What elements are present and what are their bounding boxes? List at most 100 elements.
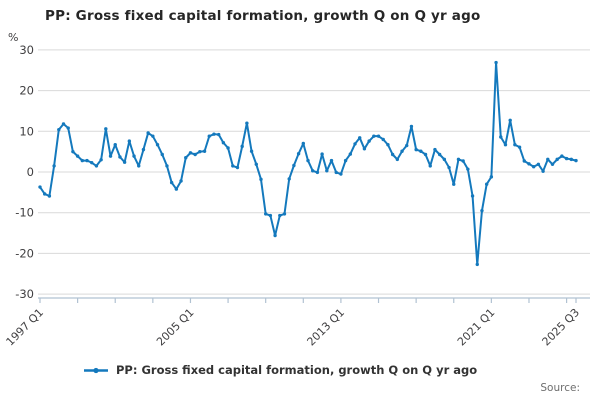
data-point-marker [405, 143, 409, 148]
data-point-marker [409, 124, 414, 129]
data-point-marker [198, 149, 202, 154]
data-point-marker [494, 60, 498, 65]
data-point-marker [43, 192, 47, 196]
data-point-marker [372, 134, 376, 138]
data-point-marker [259, 177, 263, 182]
x-tick-label: 2005 Q1 [154, 306, 197, 349]
data-point-marker [254, 162, 258, 166]
data-point-marker [339, 172, 343, 176]
data-point-marker [442, 157, 447, 162]
data-point-marker [395, 157, 400, 162]
data-point-marker [113, 143, 117, 147]
data-point-marker [221, 141, 226, 145]
data-point-marker [466, 167, 470, 171]
data-point-marker [358, 136, 362, 140]
data-point-marker [452, 182, 456, 186]
data-point-marker [362, 147, 367, 151]
data-point-marker [179, 179, 183, 183]
data-point-marker [212, 132, 216, 136]
legend: PP: Gross fixed capital formation, growt… [83, 363, 477, 377]
data-point-marker [174, 187, 179, 191]
data-point-marker [367, 139, 371, 143]
data-point-marker [555, 157, 559, 162]
data-point-marker [141, 147, 146, 152]
data-point-marker [522, 159, 526, 163]
data-point-marker [484, 182, 489, 186]
data-point-marker [546, 157, 550, 162]
data-point-marker [499, 135, 503, 139]
data-point-marker [296, 151, 301, 156]
y-tick-label: -10 [15, 206, 34, 220]
data-point-marker [263, 212, 268, 216]
data-point-marker [75, 154, 80, 158]
data-point-marker [169, 180, 174, 185]
data-point-marker [80, 158, 85, 163]
data-point-marker [541, 169, 545, 173]
data-point-marker [38, 185, 42, 189]
data-point-marker [470, 194, 475, 198]
data-point-marker [400, 149, 404, 153]
data-point-marker [419, 149, 423, 153]
data-point-marker [320, 152, 324, 156]
data-point-marker [564, 156, 569, 161]
data-point-marker [216, 132, 221, 137]
data-point-marker [531, 165, 536, 169]
data-point-marker [245, 121, 249, 125]
data-point-marker [325, 169, 329, 173]
data-point-marker [569, 157, 573, 162]
data-point-marker [560, 154, 564, 158]
y-tick-label: 30 [19, 43, 34, 57]
data-point-marker [311, 169, 315, 173]
data-point-marker [155, 143, 160, 147]
data-point-marker [489, 175, 494, 179]
data-point-marker [381, 137, 385, 142]
data-point-marker [47, 194, 52, 198]
data-point-marker [437, 152, 442, 157]
data-point-marker [292, 163, 296, 168]
data-point-marker [165, 164, 169, 168]
data-line [39, 61, 577, 266]
data-point-marker [433, 147, 437, 152]
data-point-marker [268, 213, 273, 218]
data-point-marker [160, 152, 164, 157]
data-point-marker [550, 162, 555, 166]
data-point-marker [574, 158, 578, 163]
data-point-marker [188, 151, 193, 155]
data-point-marker [315, 170, 320, 175]
data-point-marker [151, 134, 155, 138]
x-tick-label: 2025 Q3 [540, 306, 583, 349]
y-tick-label: -20 [15, 246, 34, 260]
data-point-marker [118, 155, 122, 159]
y-tick-label: 10 [19, 124, 34, 138]
data-point-marker [287, 177, 291, 181]
legend-line-marker [84, 367, 108, 373]
data-point-marker [249, 149, 254, 153]
data-point-marker [447, 165, 451, 170]
data-point-marker [85, 158, 89, 163]
data-point-marker [527, 162, 531, 166]
data-point-marker [456, 157, 461, 162]
data-point-marker [423, 152, 428, 157]
data-point-marker [108, 154, 113, 158]
data-point-marker [536, 162, 541, 166]
x-tick-label: 2013 Q1 [304, 306, 347, 349]
data-point-marker [273, 233, 277, 238]
data-point-marker [184, 156, 188, 160]
data-point-marker [207, 134, 211, 138]
data-point-marker [127, 139, 132, 143]
data-point-marker [52, 164, 56, 168]
data-point-marker [508, 118, 512, 123]
data-point-marker [61, 122, 66, 126]
y-tick-label: 0 [27, 165, 34, 179]
data-point-marker [461, 159, 465, 163]
data-point-marker [90, 160, 94, 165]
data-point-marker [386, 143, 390, 147]
data-point-marker [132, 154, 136, 158]
data-point-marker [278, 213, 282, 218]
data-point-marker [353, 142, 357, 146]
x-tick-label: 2021 Q1 [455, 306, 498, 349]
data-point-marker [480, 208, 484, 213]
data-point-marker [414, 147, 418, 152]
